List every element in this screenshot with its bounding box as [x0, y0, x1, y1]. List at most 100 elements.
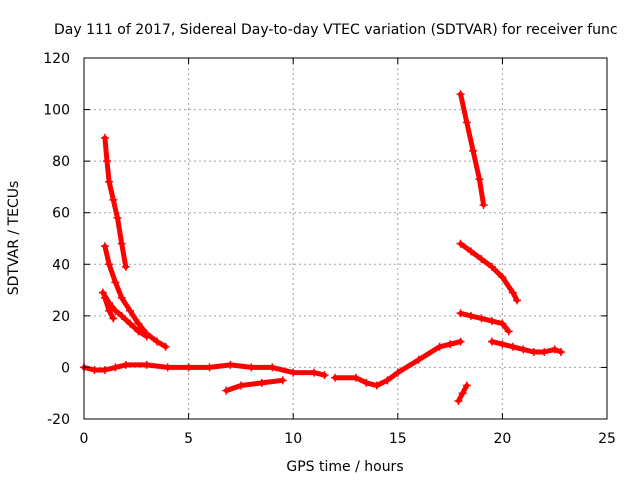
data-series: [80, 90, 565, 405]
data-point-marker: [163, 363, 172, 372]
y-tick-label: 20: [52, 309, 70, 325]
data-point-marker: [98, 288, 107, 297]
data-point-marker: [498, 340, 507, 349]
data-point-marker: [100, 242, 109, 251]
x-tick-labels: 0 5 10 15 20 25: [80, 431, 616, 447]
data-point-marker: [134, 327, 143, 336]
data-point-marker: [226, 360, 235, 369]
data-point-marker: [117, 311, 126, 320]
series-arc-7-markers: [222, 376, 287, 395]
series-arc-7: [223, 377, 286, 394]
data-point-marker: [257, 378, 266, 387]
data-point-marker: [268, 363, 277, 372]
data-point-marker: [289, 368, 298, 377]
data-point-marker: [446, 340, 455, 349]
data-point-marker: [556, 347, 565, 356]
data-point-marker: [550, 345, 559, 354]
data-point-marker: [236, 381, 245, 390]
series-arc-11-markers: [456, 309, 513, 336]
series-arc-9-markers: [456, 90, 488, 209]
x-tick-label: 10: [284, 431, 302, 447]
y-tick-label: 120: [43, 51, 70, 67]
data-point-marker: [121, 360, 130, 369]
series-arc-8: [332, 339, 464, 388]
axis-ticks: [83, 57, 608, 420]
data-point-marker: [109, 314, 118, 323]
series-arc-8-markers: [331, 337, 465, 390]
data-point-marker: [513, 296, 522, 305]
series-arc-5-markers: [100, 293, 118, 323]
data-point-marker: [113, 213, 122, 222]
data-point-marker: [362, 378, 371, 387]
data-point-marker: [142, 332, 151, 341]
data-point-marker: [393, 368, 402, 377]
data-point-marker: [331, 373, 340, 382]
data-point-marker: [383, 376, 392, 385]
x-tick-label: 0: [80, 431, 89, 447]
data-point-marker: [105, 306, 114, 315]
series-arc-6-markers: [184, 360, 329, 380]
data-point-marker: [161, 342, 170, 351]
data-point-marker: [519, 345, 528, 354]
series-arc-12-markers: [487, 337, 565, 356]
y-tick-label: 80: [52, 154, 70, 170]
data-point-marker: [504, 327, 513, 336]
data-point-marker: [414, 355, 423, 364]
data-point-marker: [134, 319, 143, 328]
y-tick-label: 60: [52, 206, 70, 222]
data-point-marker: [278, 376, 287, 385]
data-point-marker: [153, 337, 162, 346]
data-point-marker: [458, 389, 467, 398]
data-point-marker: [184, 363, 193, 372]
plot-frame: [83, 57, 608, 420]
y-tick-label: 0: [61, 360, 70, 376]
series-arc-3-markers: [100, 242, 170, 351]
chart-title: Day 111 of 2017, Sidereal Day-to-day VTE…: [54, 22, 618, 38]
series-arc-10: [458, 241, 520, 303]
data-point-marker: [222, 386, 231, 395]
grid-lines: [84, 58, 607, 419]
data-point-marker: [498, 273, 507, 282]
data-point-marker: [454, 396, 463, 405]
data-point-marker: [508, 288, 517, 297]
series-arc-13-markers: [454, 381, 471, 405]
data-point-marker: [100, 293, 109, 302]
data-point-marker: [117, 293, 126, 302]
x-tick-label: 20: [493, 431, 511, 447]
series-arc-9: [458, 91, 487, 208]
y-tick-label: 100: [43, 103, 70, 119]
data-point-marker: [467, 311, 476, 320]
x-tick-label: 5: [184, 431, 193, 447]
y-tick-label: 40: [52, 257, 70, 273]
data-point-marker: [109, 195, 118, 204]
data-point-marker: [477, 255, 486, 264]
data-point-marker: [142, 360, 151, 369]
y-tick-label: -20: [47, 412, 70, 428]
data-point-marker: [462, 118, 471, 127]
data-point-marker: [351, 373, 360, 382]
data-point-marker: [456, 239, 465, 248]
data-point-marker: [117, 239, 126, 248]
data-point-marker: [247, 363, 256, 372]
data-point-marker: [121, 262, 130, 271]
data-point-marker: [462, 381, 471, 390]
series-arc-10-markers: [456, 239, 522, 305]
x-tick-label: 15: [389, 431, 407, 447]
data-point-marker: [469, 146, 478, 155]
data-point-marker: [372, 381, 381, 390]
series-arc-2: [102, 135, 129, 270]
data-point-marker: [479, 200, 488, 209]
data-point-marker: [111, 363, 120, 372]
data-point-marker: [105, 177, 114, 186]
data-point-marker: [475, 175, 484, 184]
data-point-marker: [529, 347, 538, 356]
data-point-marker: [456, 309, 465, 318]
data-point-marker: [105, 260, 114, 269]
y-axis-label: SDTVAR / TECUs: [6, 181, 22, 296]
data-point-marker: [310, 368, 319, 377]
data-point-marker: [100, 366, 109, 375]
y-tick-labels: -20 0 20 40 60 80 100 120: [43, 51, 70, 428]
data-point-marker: [90, 366, 99, 375]
data-point-marker: [111, 278, 120, 287]
